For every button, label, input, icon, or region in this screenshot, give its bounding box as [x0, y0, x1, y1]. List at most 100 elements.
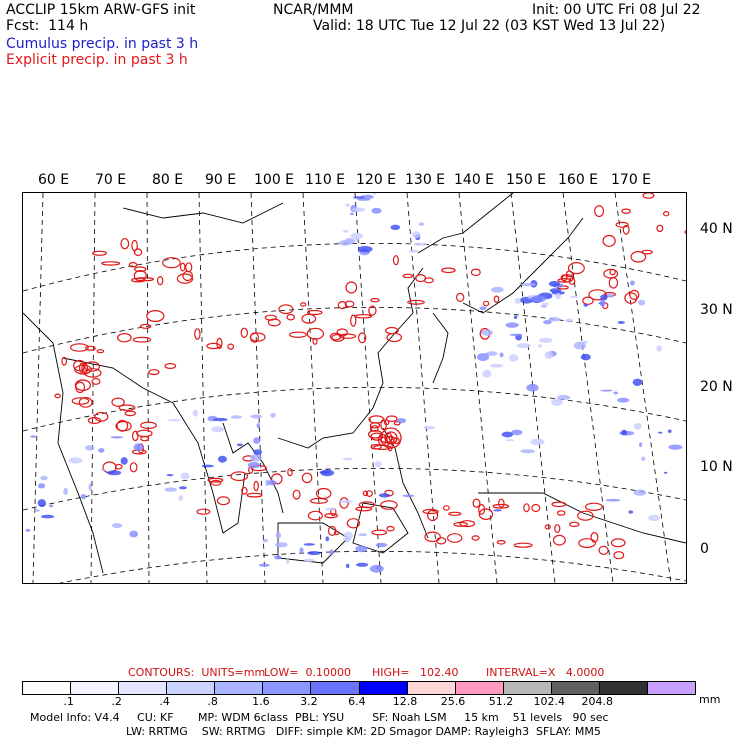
lon-label: 150 E	[506, 172, 547, 188]
explicit-precip-contour	[380, 500, 398, 510]
contour-high: HIGH= 102.40	[372, 666, 459, 679]
color-bar-tick: .4	[159, 695, 170, 708]
model-info-line2: LW: RRTMG SW: RRTMG DIFF: simple KM: 2D …	[126, 725, 601, 738]
lon-label: 80 E	[152, 172, 184, 188]
cumulus-precip-area	[621, 429, 628, 436]
latitude-line	[23, 306, 686, 354]
explicit-precip-contour	[598, 545, 609, 555]
explicit-precip-contour	[129, 462, 138, 473]
coastline	[23, 312, 104, 574]
explicit-precip-contour	[565, 270, 574, 278]
cumulus-precip-area	[178, 495, 184, 501]
map-canvas	[23, 193, 686, 583]
cumulus-precip-area	[275, 531, 281, 539]
explicit-precip-contour	[118, 404, 136, 412]
explicit-precip-contour	[309, 497, 328, 504]
cumulus-precip-area	[98, 448, 105, 453]
cumulus-precip-area	[275, 542, 288, 548]
explicit-precip-contour	[621, 208, 631, 214]
cumulus-precip-area	[338, 499, 353, 503]
explicit-precip-contour	[216, 496, 230, 506]
cumulus-precip-area	[68, 457, 83, 464]
explicit-precip-contour	[84, 361, 100, 372]
cumulus-precip-area	[211, 426, 224, 433]
cumulus-precip-area	[253, 449, 263, 455]
explicit-precip-contour	[436, 537, 447, 545]
cumulus-precip-area	[551, 398, 563, 406]
explicit-precip-contour	[164, 363, 177, 370]
explicit-precip-contour	[267, 318, 281, 327]
explicit-precip-contour	[336, 328, 348, 337]
color-bar-swatch	[263, 682, 312, 694]
cumulus-precip-area	[375, 542, 388, 548]
cumulus-precip-area	[85, 445, 95, 451]
cumulus-precip-area	[112, 523, 123, 529]
cumulus-precip-area	[325, 507, 337, 511]
coastlines	[23, 193, 686, 574]
longitude-line	[146, 193, 150, 583]
cumulus-precip-area	[648, 514, 661, 522]
cumulus-precip-area	[353, 196, 364, 199]
cumulus-precip-area	[201, 464, 214, 468]
cumulus-precip-area	[599, 299, 606, 307]
explicit-precip-contour	[132, 336, 152, 343]
explicit-precip-contour	[369, 422, 381, 429]
color-bar-tick: 12.8	[392, 695, 418, 708]
cumulus-precip-area	[628, 510, 634, 514]
explicit-precip-contour	[241, 486, 248, 495]
explicit-precip-contour	[641, 249, 653, 255]
lon-label: 140 E	[454, 172, 495, 188]
color-bar	[22, 681, 696, 695]
color-bar-swatch	[551, 682, 600, 694]
contour-low: LOW= 0.10000	[264, 666, 351, 679]
color-bar-swatch	[71, 682, 120, 694]
cumulus-precip-area	[179, 486, 187, 490]
lon-label: 130 E	[405, 172, 446, 188]
cumulus-precip-area	[230, 415, 242, 419]
explicit-precip-contour	[402, 273, 414, 279]
cumulus-precip-area	[286, 558, 290, 564]
explicit-precip-contour	[354, 314, 372, 319]
explicit-precip-contour	[370, 425, 379, 432]
longitude-line	[510, 193, 556, 583]
coastline	[352, 502, 409, 554]
explicit-precip-contour	[156, 275, 164, 286]
explicit-precip-contour	[496, 539, 506, 545]
cumulus-precip-area	[129, 530, 139, 538]
explicit-precip-contour	[624, 292, 638, 304]
cumulus-precip-area	[520, 282, 536, 287]
cumulus-precip-area	[479, 306, 487, 310]
explicit-precip-contour	[447, 533, 463, 543]
explicit-precip-contour	[567, 261, 585, 275]
cumulus-precip-area	[632, 378, 643, 386]
cumulus-precip-area	[493, 509, 502, 512]
color-bar-swatch	[407, 682, 456, 694]
coastline	[462, 217, 584, 314]
cumulus-precip-area	[580, 353, 591, 361]
explicit-precip-contour	[557, 277, 572, 283]
longitude-line	[90, 193, 96, 583]
cumulus-precip-area	[490, 363, 504, 368]
cumulus-precip-area	[320, 469, 335, 477]
cumulus-precip-area	[192, 409, 198, 417]
longitude-line	[32, 193, 44, 583]
lon-label: 120 E	[356, 172, 397, 188]
explicit-precip-contour	[329, 332, 342, 341]
explicit-precip-contour	[333, 530, 340, 536]
cumulus-precip-area	[569, 295, 578, 298]
coastline	[122, 202, 284, 224]
cumulus-precip-area	[423, 425, 435, 430]
cumulus-precip-area	[641, 456, 646, 462]
explicit-precip-contour	[315, 487, 332, 500]
explicit-precip-contour	[271, 473, 283, 485]
explicit-precip-contour	[482, 300, 490, 307]
explicit-precip-contour	[610, 538, 626, 548]
explicit-precip-contour	[136, 429, 153, 438]
explicit-precip-contour	[289, 331, 307, 338]
explicit-precip-contour	[286, 313, 295, 321]
explicit-precip-contour	[128, 261, 138, 268]
cumulus-precip-area	[100, 469, 107, 472]
cumulus-precip-area	[516, 343, 531, 349]
cumulus-precip-area	[530, 438, 545, 446]
explicit-precip-contour	[427, 509, 439, 522]
